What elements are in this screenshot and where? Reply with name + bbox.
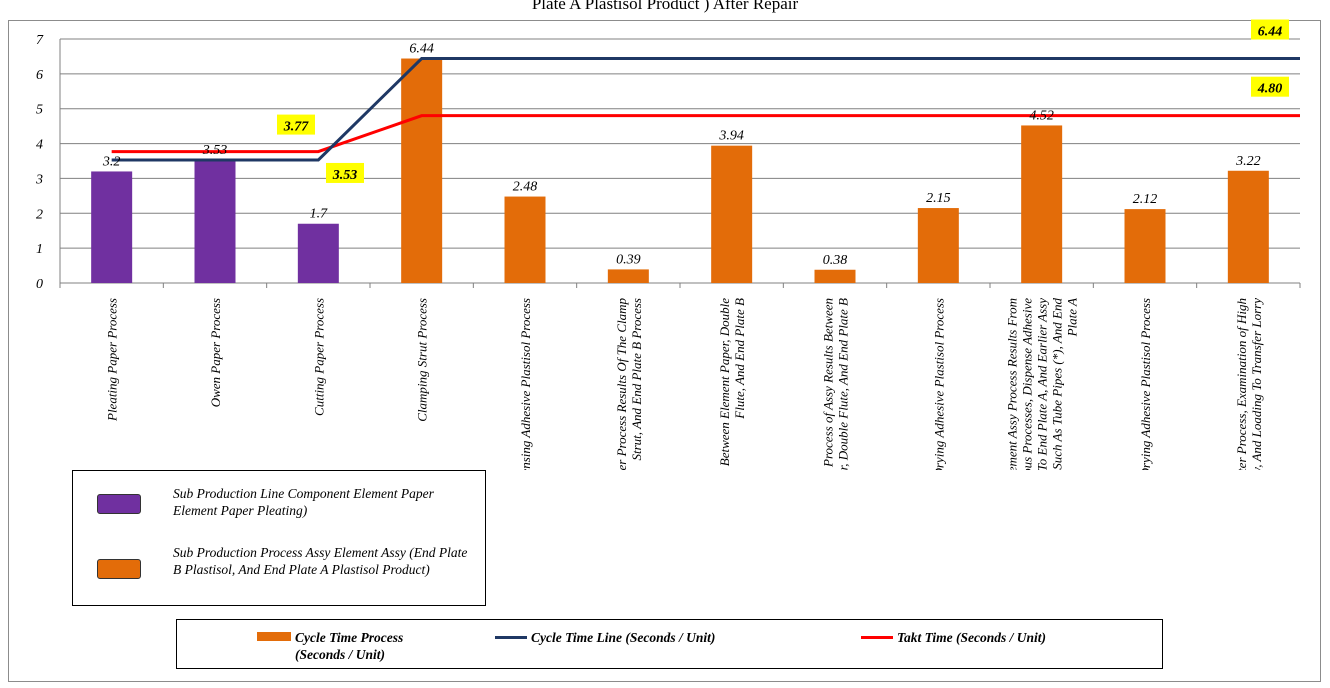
svg-text:Dispensing Adhesive Plastisol: Dispensing Adhesive Plastisol Process bbox=[518, 298, 533, 470]
legend-label-orange: Sub Production Process Assy Element Assy… bbox=[173, 545, 468, 577]
data-label-0: 3.2 bbox=[102, 154, 121, 169]
bar-7 bbox=[814, 269, 856, 283]
group-legend: Sub Production Line Component Element Pa… bbox=[72, 470, 486, 606]
legend-takt-label: Takt Time (Seconds / Unit) bbox=[897, 630, 1047, 645]
svg-text:Clamping Strut Process: Clamping Strut Process bbox=[415, 298, 430, 422]
data-label-3: 6.44 bbox=[409, 42, 434, 57]
bar-9 bbox=[1021, 125, 1063, 284]
category-label-3: Clamping Strut Process bbox=[415, 298, 430, 422]
highlight-box-0 bbox=[277, 114, 315, 135]
y-tick-label: 4 bbox=[36, 138, 43, 153]
y-tick-label: 6 bbox=[36, 68, 43, 83]
data-label-8: 2.15 bbox=[926, 191, 951, 206]
y-tick-label: 5 bbox=[36, 103, 43, 118]
legend-swatch-purple bbox=[97, 494, 141, 514]
data-label-10: 2.12 bbox=[1133, 192, 1158, 207]
bar-4 bbox=[504, 196, 546, 283]
data-label-6: 3.94 bbox=[718, 129, 744, 144]
highlight-box-2 bbox=[1251, 19, 1289, 40]
svg-text:The Assy Process Between Eleme: The Assy Process Between Element Paper, … bbox=[717, 298, 747, 470]
data-label-2: 1.7 bbox=[310, 207, 329, 222]
highlight-box-3 bbox=[1251, 76, 1289, 97]
highlight-label-2: 6.44 bbox=[1258, 25, 1283, 40]
highlight-label-0: 3.77 bbox=[283, 120, 310, 135]
legend-bar-label: Cycle Time Process (Seconds / Unit) bbox=[295, 630, 404, 662]
category-label-4: Dispensing Adhesive Plastisol Process bbox=[518, 298, 533, 470]
y-tick-label: 1 bbox=[36, 242, 43, 257]
legend-cycle-label: Cycle Time Line (Seconds / Unit) bbox=[531, 630, 716, 645]
bar-3 bbox=[401, 58, 443, 283]
svg-text:Transfer Paper Process Results: Transfer Paper Process Results Of The Cl… bbox=[614, 298, 644, 470]
chart-title: Plate A Plastisol Product ) After Repair bbox=[531, 0, 799, 13]
data-label-4: 2.48 bbox=[513, 180, 538, 195]
y-tick-label: 3 bbox=[35, 172, 43, 187]
series-legend: Cycle Time Process (Seconds / Unit) Cycl… bbox=[176, 619, 1163, 669]
bar-8 bbox=[917, 208, 959, 283]
takt-time-line bbox=[111, 114, 1300, 154]
y-tick-label: 7 bbox=[36, 33, 44, 48]
bar-5 bbox=[607, 269, 649, 283]
bar-6 bbox=[711, 145, 753, 283]
legend-swatch-orange bbox=[97, 559, 141, 579]
highlight-label-1: 3.53 bbox=[332, 168, 358, 183]
legend-bar-swatch bbox=[257, 632, 291, 641]
bar-0 bbox=[91, 171, 133, 283]
legend-label-purple: Sub Production Line Component Element Pa… bbox=[173, 486, 434, 518]
bar-11 bbox=[1227, 170, 1269, 283]
data-label-11: 3.22 bbox=[1235, 154, 1261, 169]
data-label-7: 0.38 bbox=[823, 253, 848, 268]
category-label-9: The Loading Element Assy Process Results… bbox=[1005, 298, 1080, 470]
bar-10 bbox=[1124, 209, 1166, 283]
category-label-0: Pleating Paper Process bbox=[105, 298, 120, 422]
chart-plot: 0 1 2 3 4 5 6 7 3.2 3.53 1.7 6.44 2.48 0.39 3.94 0.38 2.… bbox=[35, 19, 1301, 470]
category-label-2: Cutting Paper Process bbox=[311, 298, 326, 416]
chart-frame bbox=[8, 20, 1321, 682]
data-label-5: 0.39 bbox=[616, 252, 641, 267]
data-label-9: 4.52 bbox=[1029, 108, 1054, 123]
svg-text:Cutting Paper Process: Cutting Paper Process bbox=[311, 298, 326, 416]
legend-takt-line bbox=[861, 636, 893, 639]
category-label-1: Owen Paper Process bbox=[208, 298, 223, 407]
svg-text:Owen Paper Process: Owen Paper Process bbox=[208, 298, 223, 407]
legend-cycle-line bbox=[495, 636, 527, 639]
svg-text:Owen Drying Adhesive Plastisol: Owen Drying Adhesive Plastisol Process bbox=[1138, 298, 1153, 470]
svg-text:Pleating Paper Process: Pleating Paper Process bbox=[105, 298, 120, 422]
category-label-5: Transfer Paper Process Results Of The Cl… bbox=[614, 298, 644, 470]
highlight-box-1 bbox=[326, 162, 364, 183]
bar-2 bbox=[297, 223, 339, 283]
category-label-7: The Transfer Process of Assy Results Bet… bbox=[821, 298, 851, 470]
svg-text:The Loading Element Assy Proce: The Loading Element Assy Process Results… bbox=[1005, 298, 1080, 470]
category-label-10: Owen Drying Adhesive Plastisol Process bbox=[1138, 298, 1153, 470]
svg-text:Owen Drying Adhesive Plastisol: Owen Drying Adhesive Plastisol Process bbox=[931, 298, 946, 470]
category-label-8: Owen Drying Adhesive Plastisol Process bbox=[931, 298, 946, 470]
category-label-11: Unloading Filter Process, Examination of… bbox=[1234, 298, 1264, 470]
cycle-time-line bbox=[111, 57, 1300, 162]
highlight-label-3: 4.80 bbox=[1257, 82, 1283, 97]
svg-text:Unloading Filter Process, Exam: Unloading Filter Process, Examination of… bbox=[1234, 298, 1264, 470]
category-label-6: The Assy Process Between Element Paper, … bbox=[717, 298, 747, 470]
y-tick-label: 2 bbox=[36, 207, 43, 222]
data-label-1: 3.53 bbox=[202, 143, 228, 158]
svg-text:The Transfer Process of Assy R: The Transfer Process of Assy Results Bet… bbox=[821, 298, 851, 470]
y-tick-label: 0 bbox=[36, 277, 43, 292]
bar-1 bbox=[194, 159, 236, 283]
